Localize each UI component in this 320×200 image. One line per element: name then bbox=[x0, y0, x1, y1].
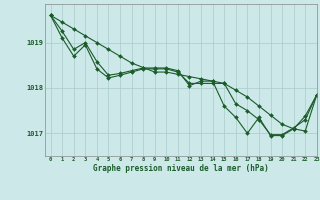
X-axis label: Graphe pression niveau de la mer (hPa): Graphe pression niveau de la mer (hPa) bbox=[93, 164, 269, 173]
